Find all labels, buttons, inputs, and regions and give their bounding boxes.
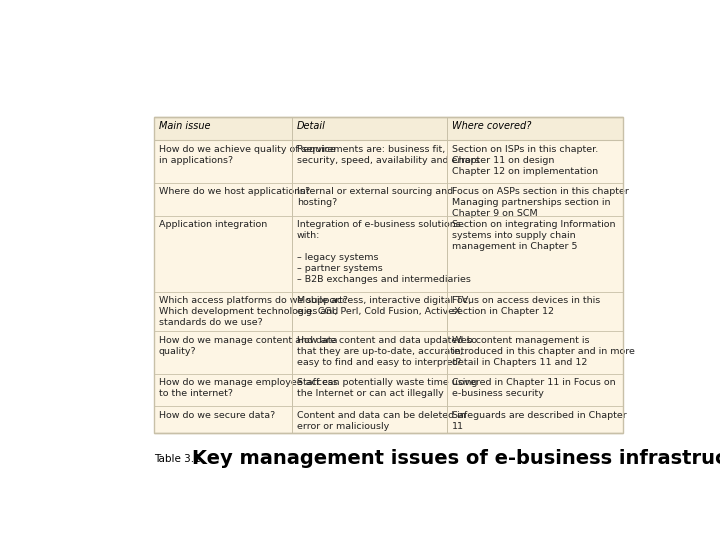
Bar (447, 332, 623, 374)
Text: How do we achieve quality of service
in applications?: How do we achieve quality of service in … (158, 145, 336, 165)
Text: Focus on access devices in this
section in Chapter 12: Focus on access devices in this section … (451, 296, 600, 316)
Bar (447, 292, 623, 332)
Bar (292, 215, 447, 292)
Bar (447, 117, 623, 140)
Bar (154, 117, 623, 433)
Bar (292, 117, 447, 140)
Text: How are content and data updated so
that they are up-to-date, accurate,
easy to : How are content and data updated so that… (297, 335, 477, 367)
Bar (447, 407, 623, 433)
Bar (154, 292, 292, 332)
Text: Focus on ASPs section in this chapter
Managing partnerships section in
Chapter 9: Focus on ASPs section in this chapter Ma… (451, 187, 629, 218)
Text: Where covered?: Where covered? (451, 121, 531, 131)
Text: Requirements are: business fit,
security, speed, availability and errors: Requirements are: business fit, security… (297, 145, 480, 165)
Text: Content and data can be deleted in
error or maliciously: Content and data can be deleted in error… (297, 410, 466, 431)
Bar (154, 117, 292, 140)
Text: Integration of e-business solutions
with:

– legacy systems
– partner systems
– : Integration of e-business solutions with… (297, 220, 471, 284)
Text: Where do we host applications?: Where do we host applications? (158, 187, 310, 196)
Bar (447, 140, 623, 183)
Text: Main issue: Main issue (158, 121, 210, 131)
Bar (154, 374, 292, 407)
Bar (154, 332, 292, 374)
Text: Covered in Chapter 11 in Focus on
e-business security: Covered in Chapter 11 in Focus on e-busi… (451, 377, 615, 398)
Text: Internal or external sourcing and
hosting?: Internal or external sourcing and hostin… (297, 187, 453, 207)
Text: Mobile access, interactive digital TV,
e.g. CGI, Perl, Cold Fusion, ActiveX: Mobile access, interactive digital TV, e… (297, 296, 471, 316)
Bar (447, 374, 623, 407)
Bar (292, 140, 447, 183)
Text: Table 3.1: Table 3.1 (154, 454, 201, 464)
Bar (292, 292, 447, 332)
Text: Web content management is
introduced in this chapter and in more
detail in Chapt: Web content management is introduced in … (451, 335, 634, 367)
Text: Section on integrating Information
systems into supply chain
management in Chapt: Section on integrating Information syste… (451, 220, 615, 251)
Text: Staff can potentially waste time using
the Internet or can act illegally: Staff can potentially waste time using t… (297, 377, 477, 398)
Bar (154, 117, 623, 433)
Bar (292, 374, 447, 407)
Bar (292, 183, 447, 215)
Bar (292, 332, 447, 374)
Text: Which access platforms do we support?
Which development technologies and
standar: Which access platforms do we support? Wh… (158, 296, 348, 327)
Bar (292, 407, 447, 433)
Text: How do we manage employee access
to the internet?: How do we manage employee access to the … (158, 377, 338, 398)
Bar (154, 407, 292, 433)
Bar (447, 183, 623, 215)
Text: Section on ISPs in this chapter.
Chapter 11 on design
Chapter 12 on implementati: Section on ISPs in this chapter. Chapter… (451, 145, 598, 176)
Text: Application integration: Application integration (158, 220, 267, 228)
Bar (154, 140, 292, 183)
Text: How do we manage content and data
quality?: How do we manage content and data qualit… (158, 335, 337, 356)
Text: Detail: Detail (297, 121, 325, 131)
Text: How do we secure data?: How do we secure data? (158, 410, 275, 420)
Text: Safeguards are described in Chapter
11: Safeguards are described in Chapter 11 (451, 410, 626, 431)
Text: Key management issues of e-business infrastructure (Continued): Key management issues of e-business infr… (192, 449, 720, 469)
Bar (154, 183, 292, 215)
Bar (447, 215, 623, 292)
Bar (154, 215, 292, 292)
